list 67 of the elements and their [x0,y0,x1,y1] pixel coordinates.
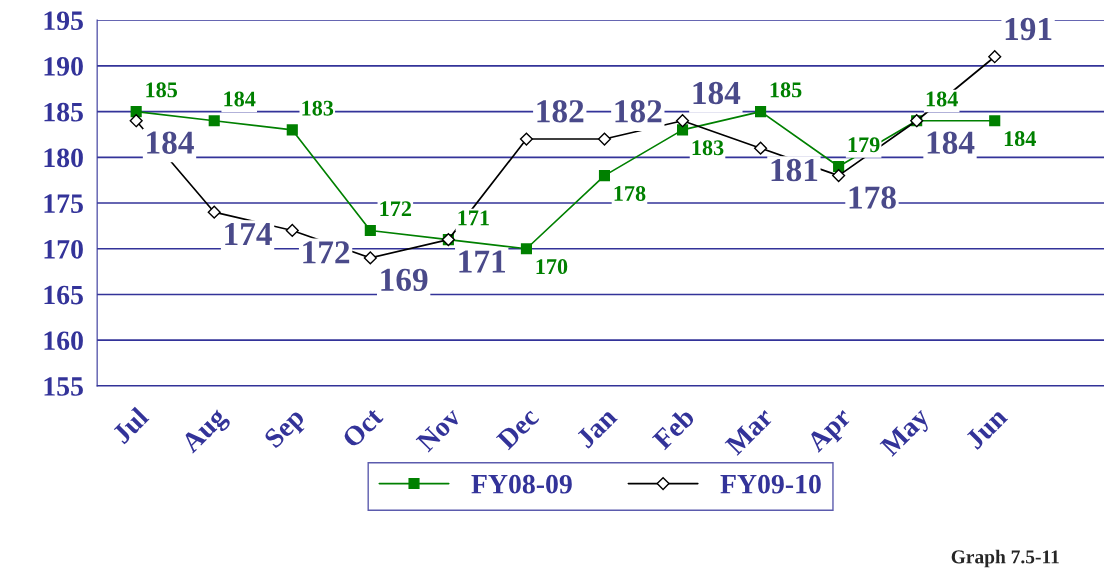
point [129,114,143,128]
data-label: 171 [458,210,489,226]
data-label: 185 [770,82,802,98]
x-tick-label: Nov [415,406,463,453]
data-label: 172 [303,241,350,264]
point [286,124,298,136]
data-label: 171 [459,250,505,273]
x-tick-label: Jul [110,405,150,445]
x-tick-label: Apr [805,406,857,457]
data-label: 172 [380,201,412,217]
data-label: 184 [693,81,741,105]
y-tick-label: 170 [44,239,83,259]
data-label: 178 [849,186,896,209]
x-tick-label: Jan [575,406,619,449]
legend-label: FY09-10 [720,474,821,494]
data-label: 184 [224,91,256,107]
x-tick-label: Aug [180,406,232,458]
x-tick-label: Dec [495,406,540,451]
point [207,205,221,219]
point [755,106,767,118]
point [753,141,768,155]
data-label: 182 [615,100,662,123]
point [675,114,690,128]
data-label: 178 [614,185,646,201]
data-label: 169 [381,268,428,292]
data-label: 185 [146,82,178,98]
point [130,106,142,118]
point [285,223,299,238]
point [833,160,845,173]
y-tick-label: 190 [44,57,83,76]
point [598,170,611,182]
point [519,132,534,146]
x-tick-label: Mar [724,406,774,456]
y-tick-label: 165 [44,285,83,305]
y-tick-label: 180 [44,148,83,168]
data-label: 179 [848,137,880,153]
y-tick-label: 155 [44,377,83,396]
point [363,251,377,265]
legend-label: FY08-09 [471,474,572,494]
point [832,169,846,183]
x-tick-label: Sep [263,406,310,453]
data-label: 174 [225,223,272,246]
point [989,115,1001,127]
point [364,224,376,237]
data-label: 184 [1004,131,1036,147]
x-tick-label: May [879,406,935,462]
x-tick-label: Feb [651,406,696,451]
data-label: 183 [302,100,334,116]
y-tick-label: 185 [44,102,83,122]
x-tick-label: Oct [341,406,385,449]
data-label: 181 [771,158,818,182]
x-tick-label: Jun [964,406,1009,451]
y-tick-label: 175 [44,194,83,213]
data-label: 191 [1005,17,1052,41]
point [988,50,1002,64]
point [597,132,612,146]
caption: Graph 7.5-11 [951,549,1059,568]
y-tick-label: 160 [44,331,83,351]
data-label: 184 [147,131,194,154]
data-label: 183 [692,140,724,156]
data-label: 170 [536,259,568,275]
point [520,243,532,255]
data-label: 184 [926,91,958,107]
data-label: 182 [537,100,584,123]
data-label: 184 [927,131,975,154]
y-tick-label: 195 [44,11,83,31]
point [208,115,220,127]
